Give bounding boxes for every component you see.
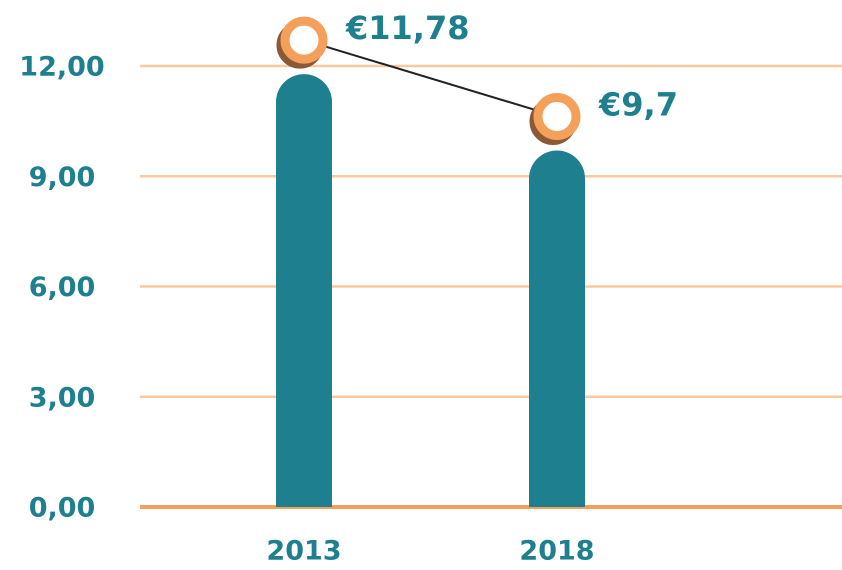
x-tick-label: 2018 <box>519 536 594 567</box>
y-tick-label: 3,00 <box>29 382 96 413</box>
y-tick-label: 6,00 <box>29 272 96 303</box>
value-label: €9,7 <box>598 86 678 124</box>
x-tick-label: 2013 <box>266 536 341 567</box>
value-label: €11,78 <box>345 9 469 47</box>
marker <box>280 16 328 64</box>
bar <box>529 150 585 507</box>
trend-line <box>303 39 558 118</box>
y-tick-label: 9,00 <box>29 162 96 193</box>
y-tick-label: 0,00 <box>29 493 96 524</box>
y-tick-label: 12,00 <box>19 52 104 83</box>
marker <box>533 93 581 141</box>
bar <box>276 74 332 507</box>
